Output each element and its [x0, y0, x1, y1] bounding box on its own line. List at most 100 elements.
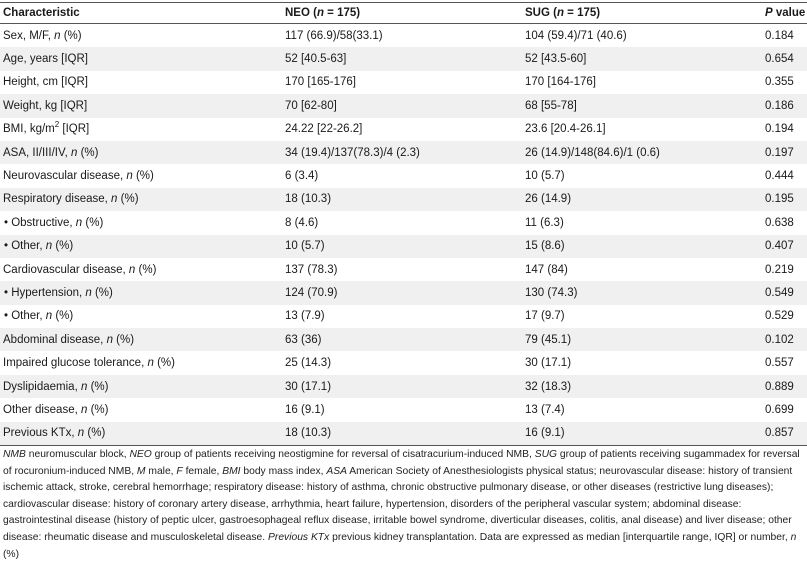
table-body: Sex, M/F, n (%) 117 (66.9)/58(33.1) 104 (5…: [0, 23, 807, 447]
sug-value-cell: 130 (74.3): [522, 281, 762, 305]
characteristics-table: Characteristic NEO (n = 175) SUG (n = 17…: [0, 2, 807, 447]
neo-value-cell: 52 [40.5-63]: [282, 47, 522, 71]
p-value-cell: 0.529: [762, 304, 807, 329]
table-row: Cardiovascular disease, n (%) 137 (78.3) 1…: [0, 257, 807, 282]
sug-value-cell: 68 [55-78]: [522, 94, 762, 118]
neo-value-cell: 63 (36): [282, 328, 522, 352]
p-value-cell: 0.197: [762, 140, 807, 165]
p-value-cell: 0.186: [762, 94, 807, 118]
table-row: • Other, n (%) 10 (5.7) 15 (8.6) 0.407: [0, 234, 807, 258]
header-row: Characteristic NEO (n = 175) SUG (n = 17…: [0, 2, 807, 24]
table-row: Neurovascular disease, n (%) 6 (3.4) 10 (5…: [0, 164, 807, 188]
table-row: Height, cm [IQR] 170 [165-176] 170 [164-17…: [0, 70, 807, 95]
characteristic-cell: • Obstructive, n (%): [0, 211, 282, 235]
p-value-cell: 0.444: [762, 164, 807, 188]
neo-value-cell: 10 (5.7): [282, 234, 522, 258]
characteristic-cell: ASA, II/III/IV, n (%): [0, 140, 282, 165]
characteristic-cell: Other disease, n (%): [0, 398, 282, 422]
characteristic-cell: • Hypertension, n (%): [0, 281, 282, 305]
table-row: • Other, n (%) 13 (7.9) 17 (9.7) 0.529: [0, 304, 807, 329]
characteristic-cell: Sex, M/F, n (%): [0, 23, 282, 48]
neo-value-cell: 18 (10.3): [282, 187, 522, 212]
table-row: Other disease, n (%) 16 (9.1) 13 (7.4) 0.69…: [0, 398, 807, 422]
p-value-cell: 0.355: [762, 70, 807, 95]
characteristic-cell: Previous KTx, n (%): [0, 421, 282, 447]
sug-value-cell: 104 (59.4)/71 (40.6): [522, 23, 762, 48]
p-value-cell: 0.195: [762, 187, 807, 212]
header-sug: SUG (n = 175): [522, 2, 762, 24]
p-value-cell: 0.638: [762, 211, 807, 235]
sug-value-cell: 16 (9.1): [522, 421, 762, 447]
characteristic-cell: Dyslipidaemia, n (%): [0, 374, 282, 399]
table-row: Age, years [IQR] 52 [40.5-63] 52 [43.5-60]…: [0, 47, 807, 71]
table-row: • Obstructive, n (%) 8 (4.6) 11 (6.3) 0.638: [0, 211, 807, 235]
neo-value-cell: 170 [165-176]: [282, 70, 522, 95]
p-value-cell: 0.557: [762, 351, 807, 375]
p-value-cell: 0.549: [762, 281, 807, 305]
characteristic-cell: Impaired glucose tolerance, n (%): [0, 351, 282, 375]
table-row: Respiratory disease, n (%) 18 (10.3) 26 (1…: [0, 187, 807, 212]
table-row: Abdominal disease, n (%) 63 (36) 79 (45.1)…: [0, 328, 807, 352]
p-value-cell: 0.102: [762, 328, 807, 352]
neo-value-cell: 117 (66.9)/58(33.1): [282, 23, 522, 48]
sug-value-cell: 79 (45.1): [522, 328, 762, 352]
p-value-cell: 0.184: [762, 23, 807, 48]
characteristic-cell: BMI, kg/m2 [IQR]: [0, 117, 282, 141]
characteristic-cell: Age, years [IQR]: [0, 47, 282, 71]
p-value-cell: 0.889: [762, 374, 807, 399]
p-value-cell: 0.654: [762, 47, 807, 71]
sug-value-cell: 13 (7.4): [522, 398, 762, 422]
characteristic-cell: • Other, n (%): [0, 304, 282, 329]
sug-value-cell: 23.6 [20.4-26.1]: [522, 117, 762, 141]
p-value-cell: 0.699: [762, 398, 807, 422]
characteristic-cell: Height, cm [IQR]: [0, 70, 282, 95]
p-value-cell: 0.407: [762, 234, 807, 258]
neo-value-cell: 24.22 [22-26.2]: [282, 117, 522, 141]
header-p-value: P value: [762, 2, 807, 24]
neo-value-cell: 30 (17.1): [282, 374, 522, 399]
table-row: Sex, M/F, n (%) 117 (66.9)/58(33.1) 104 (5…: [0, 23, 807, 48]
characteristic-cell: Respiratory disease, n (%): [0, 187, 282, 212]
sug-value-cell: 170 [164-176]: [522, 70, 762, 95]
sug-value-cell: 11 (6.3): [522, 211, 762, 235]
p-value-cell: 0.194: [762, 117, 807, 141]
sug-value-cell: 26 (14.9)/148(84.6)/1 (0.6): [522, 140, 762, 165]
characteristic-cell: Weight, kg [IQR]: [0, 94, 282, 118]
sug-value-cell: 10 (5.7): [522, 164, 762, 188]
neo-value-cell: 6 (3.4): [282, 164, 522, 188]
neo-value-cell: 137 (78.3): [282, 257, 522, 282]
characteristic-cell: Neurovascular disease, n (%): [0, 164, 282, 188]
neo-value-cell: 8 (4.6): [282, 211, 522, 235]
neo-value-cell: 18 (10.3): [282, 421, 522, 447]
neo-value-cell: 70 [62-80]: [282, 94, 522, 118]
table-row: ASA, II/III/IV, n (%) 34 (19.4)/137(78.3)…: [0, 140, 807, 165]
table-row: BMI, kg/m2 [IQR] 24.22 [22-26.2] 23.6 [20.…: [0, 117, 807, 141]
sug-value-cell: 26 (14.9): [522, 187, 762, 212]
table-footnote: NMB neuromuscular block, NEO group of pa…: [3, 449, 800, 560]
neo-value-cell: 16 (9.1): [282, 398, 522, 422]
neo-value-cell: 25 (14.3): [282, 351, 522, 375]
table-row: Impaired glucose tolerance, n (%) 25 (14.…: [0, 351, 807, 375]
characteristic-cell: Abdominal disease, n (%): [0, 328, 282, 352]
p-value-cell: 0.857: [762, 421, 807, 447]
sug-value-cell: 147 (84): [522, 257, 762, 282]
neo-value-cell: 124 (70.9): [282, 281, 522, 305]
table-row: Weight, kg [IQR] 70 [62-80] 68 [55-78] 0.18…: [0, 94, 807, 118]
sug-value-cell: 52 [43.5-60]: [522, 47, 762, 71]
characteristic-cell: • Other, n (%): [0, 234, 282, 258]
p-value-cell: 0.219: [762, 257, 807, 282]
sug-value-cell: 17 (9.7): [522, 304, 762, 329]
table-row: Dyslipidaemia, n (%) 30 (17.1) 32 (18.3) 0.…: [0, 374, 807, 399]
table-row: • Hypertension, n (%) 124 (70.9) 130 (74.3…: [0, 281, 807, 305]
sug-value-cell: 15 (8.6): [522, 234, 762, 258]
header-neo: NEO (n = 175): [282, 2, 522, 24]
sug-value-cell: 30 (17.1): [522, 351, 762, 375]
table-header: Characteristic NEO (n = 175) SUG (n = 17…: [0, 2, 807, 24]
neo-value-cell: 34 (19.4)/137(78.3)/4 (2.3): [282, 140, 522, 165]
sug-value-cell: 32 (18.3): [522, 374, 762, 399]
table-row: Previous KTx, n (%) 18 (10.3) 16 (9.1) 0.85…: [0, 421, 807, 447]
header-characteristic: Characteristic: [0, 2, 282, 24]
characteristic-cell: Cardiovascular disease, n (%): [0, 257, 282, 282]
neo-value-cell: 13 (7.9): [282, 304, 522, 329]
